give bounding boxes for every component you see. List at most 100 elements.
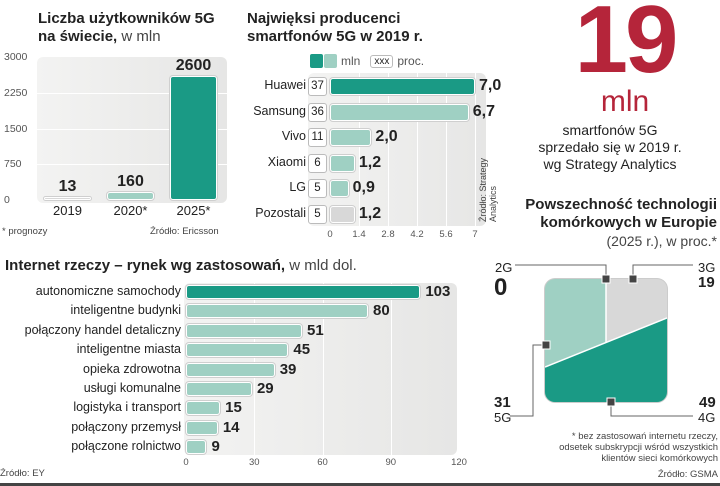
percent-box: 5 [308,179,327,198]
gridline [37,164,227,166]
value-label: 45 [293,341,311,359]
value-3g: 19 [698,274,715,291]
x-tick-label: 2.8 [381,229,395,240]
value-label: 6,7 [472,102,496,120]
value-label: 160 [117,173,144,191]
bar [330,103,469,121]
gridline [390,283,392,455]
bar [330,129,372,146]
highlight-number: 19 [574,0,679,93]
chart1-source: Źródło: Ericsson [150,226,219,237]
category-label: połączone rolnictwo [71,439,181,454]
percent-box: 6 [308,153,327,173]
value-label: 0,9 [352,179,375,196]
y-tick-label: 1500 [4,122,28,135]
divider-line [545,317,667,368]
chart3-source: Źródło: EY [0,468,45,479]
chart4-footnote: * bez zastosowań internetu rzeczy, odsete… [559,431,718,464]
chart1-note: * prognozy [2,226,48,237]
bar [186,304,368,319]
value-label: 15 [225,399,242,417]
legend-mln: mln [341,54,361,68]
value-label: 29 [256,380,274,397]
percent-box: 5 [308,204,327,224]
chart2-plot [308,73,486,226]
category-label: autonomiczne samochody [35,284,181,298]
category-label: usługi komunalne [83,381,181,395]
percent-box: 36 [308,102,327,122]
bar [170,76,217,200]
bottom-rule [0,483,720,486]
marker-5g [541,340,551,350]
legend-swatch-dark [310,54,323,68]
gridline [37,128,227,130]
value-label: 2600 [175,57,212,75]
highlight-unit: mln [600,85,650,118]
chart4-source: Źródło: GSMA [657,469,718,480]
leader-5g [510,344,546,417]
category-label: logistyka i transport [73,400,181,415]
chart2-legend: mln xxx proc. [310,53,424,69]
legend-proc: proc. [397,54,425,68]
category-label: 2020* [113,203,148,218]
x-tick-label: 5.6 [439,229,453,240]
chart4-svg [510,264,693,417]
leader-3g [632,264,693,279]
gridline [388,73,389,226]
category-label: Samsung [253,103,306,118]
chart2-title: Najwięksi producenci smartfonów 5G w 2019… [247,10,423,45]
bar [107,192,154,200]
bar [330,78,475,95]
category-label: LG [289,180,306,194]
y-tick-label: 0 [4,194,10,206]
x-tick-label: 0 [327,229,333,240]
category-label: Vivo [281,129,306,143]
value-label: 39 [279,360,297,378]
value-label: 80 [373,302,390,320]
value-label: 2,0 [375,128,398,145]
chart4-title: Powszechność technologii komórkowych w Eu… [525,196,717,249]
category-label: Xiaomi [267,154,306,169]
label-5g: 5G [494,410,512,425]
chart2-source: Źródło: Strategy Analytics [478,157,498,222]
bar [330,180,349,197]
category-label: opieka zdrowotna [83,361,181,376]
gridline [37,92,227,94]
y-tick-label: 3000 [4,51,28,63]
label-3g: 3G [698,260,716,275]
value-2g: 0 [494,274,508,301]
marker-4g [606,397,616,407]
x-tick-label: 90 [385,457,397,468]
bar [186,362,275,377]
category-label: połączony przemysł [71,419,181,434]
category-label: 2019 [53,203,82,218]
value-label: 13 [58,178,77,195]
percent-box: 37 [308,77,327,96]
gridline [417,73,418,226]
category-label: inteligentne miasta [76,342,181,357]
leader-2g [515,264,607,279]
category-label: 2025* [176,203,211,218]
bar [330,154,355,172]
y-tick-label: 750 [4,158,22,171]
gridline [446,73,447,226]
value-label: 9 [211,438,220,456]
area-4g [545,318,667,402]
category-label: inteligentne budynki [70,303,182,318]
marker-2g [601,274,611,284]
value-label: 7,0 [479,77,502,94]
value-label: 1,2 [358,153,382,171]
x-tick-label: 1.4 [352,229,366,240]
chart3-title: Internet rzeczy – rynek wg zastosowań, w… [5,257,357,274]
percent-box: 11 [308,128,327,147]
category-label: Pozostali [255,205,306,220]
bar [186,285,421,299]
value-5g: 31 [494,394,511,411]
value-label: 1,2 [358,204,382,222]
gridline [475,73,476,226]
chart1-title: Liczba użytkowników 5G na świecie, w mln [38,10,215,45]
leader-4g [610,402,693,417]
legend-swatch-light [324,54,337,68]
category-label: połączony handel detaliczny [24,322,181,337]
gridline [322,283,324,455]
